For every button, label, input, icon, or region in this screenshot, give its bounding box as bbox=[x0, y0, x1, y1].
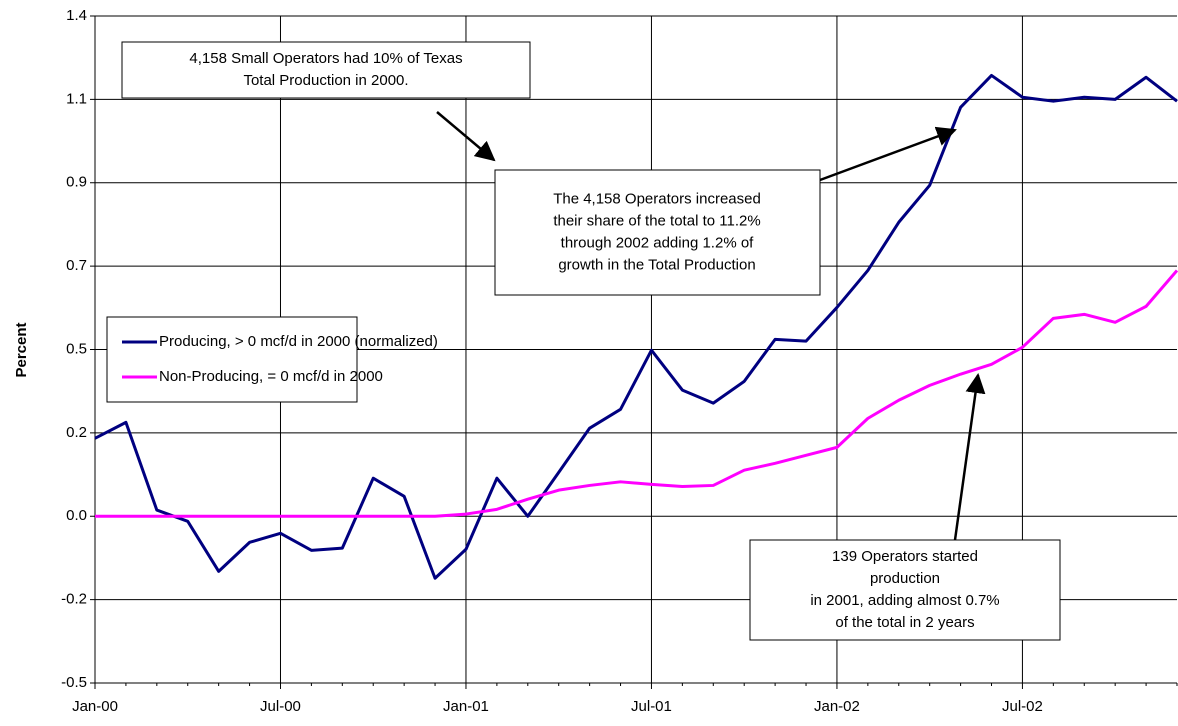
annotation-text: The 4,158 Operators increased bbox=[553, 190, 761, 207]
annotation-text: production bbox=[870, 570, 940, 587]
annotation-text: in 2001, adding almost 0.7% bbox=[810, 592, 999, 609]
x-tick-label: Jan-01 bbox=[443, 698, 489, 715]
annotation-arrow bbox=[953, 373, 986, 541]
x-tick-label: Jul-02 bbox=[1002, 698, 1043, 715]
x-tick-label: Jul-01 bbox=[631, 698, 672, 715]
x-tick-label: Jan-02 bbox=[814, 698, 860, 715]
annotation-box bbox=[749, 539, 1061, 641]
annotation-text: of the total in 2 years bbox=[835, 614, 974, 631]
x-tick-label: Jul-00 bbox=[260, 698, 301, 715]
annotation-box bbox=[121, 41, 531, 99]
legend-label: Producing, > 0 mcf/d in 2000 (normalized… bbox=[159, 333, 438, 350]
annotation-arrow bbox=[436, 111, 496, 162]
y-axis-label: Percent bbox=[13, 322, 30, 377]
y-tick-label: -0.2 bbox=[61, 591, 87, 608]
annotation-text: 139 Operators started bbox=[832, 548, 978, 565]
y-tick-label: 1.1 bbox=[66, 90, 87, 107]
y-tick-label: 0.0 bbox=[66, 507, 87, 524]
annotation-arrow bbox=[819, 126, 957, 182]
annotation-text: Total Production in 2000. bbox=[243, 72, 408, 89]
series-line bbox=[95, 269, 1178, 518]
y-tick-label: 0.7 bbox=[66, 257, 87, 274]
y-tick-label: 0.2 bbox=[66, 424, 87, 441]
y-tick-label: 0.9 bbox=[66, 174, 87, 191]
legend-box bbox=[106, 316, 358, 403]
y-tick-label: 0.5 bbox=[66, 340, 87, 357]
annotation-text: their share of the total to 11.2% bbox=[553, 212, 760, 229]
y-tick-label: 1.4 bbox=[66, 7, 87, 24]
annotation-text: growth in the Total Production bbox=[558, 256, 755, 273]
series-line bbox=[94, 73, 1178, 580]
y-tick-label: -0.5 bbox=[61, 674, 87, 691]
annotation-text: through 2002 adding 1.2% of bbox=[561, 234, 754, 251]
annotation-box bbox=[494, 169, 821, 296]
legend-label: Non-Producing, = 0 mcf/d in 2000 bbox=[159, 368, 383, 385]
annotation-text: 4,158 Small Operators had 10% of Texas bbox=[189, 50, 462, 67]
x-tick-label: Jan-00 bbox=[72, 698, 118, 715]
